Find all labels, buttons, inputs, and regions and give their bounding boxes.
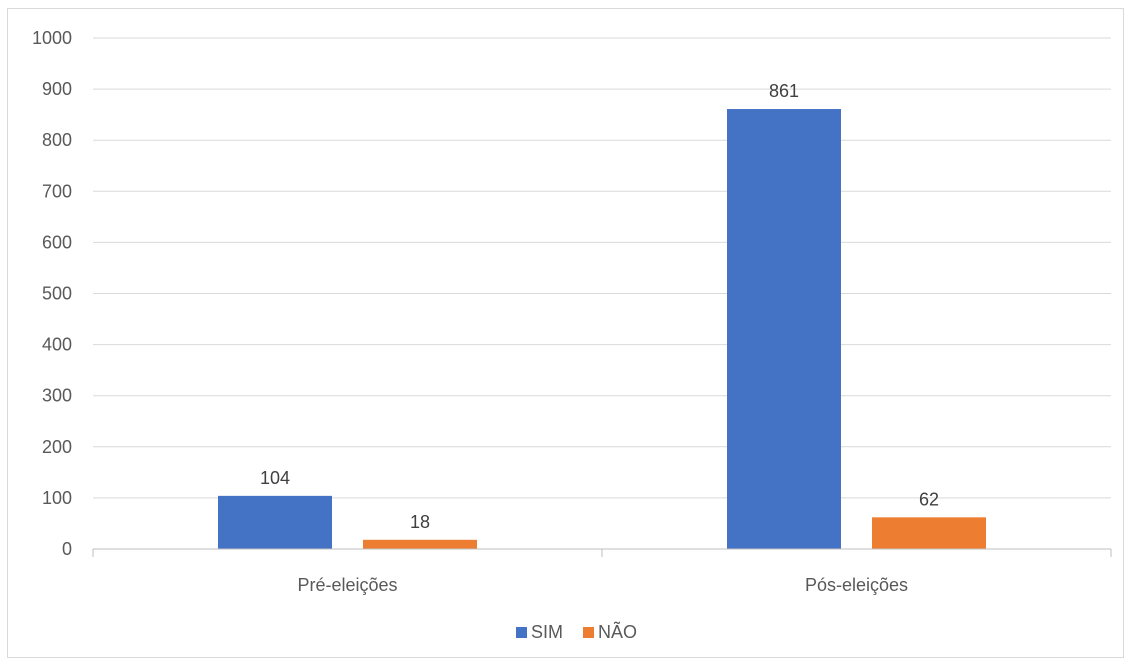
- bar-não-1: [872, 517, 986, 549]
- bar-sim-1: [727, 109, 841, 550]
- y-tick-label: 0: [62, 539, 72, 559]
- y-tick-label: 500: [42, 284, 72, 304]
- y-tick-label: 900: [42, 79, 72, 99]
- y-tick-label: 100: [42, 488, 72, 508]
- bar-não-0: [363, 539, 477, 549]
- legend-swatch-sim: [516, 627, 527, 638]
- gridlines: [93, 37, 1111, 499]
- chart-frame: [7, 8, 1124, 658]
- bar-sim-0: [218, 495, 332, 549]
- y-tick-label: 600: [42, 232, 72, 252]
- data-label: 104: [260, 468, 290, 488]
- legend-label: NÃO: [598, 621, 637, 642]
- bars: [218, 109, 986, 550]
- legend-swatch-não: [583, 627, 594, 638]
- y-tick-label: 300: [42, 386, 72, 406]
- y-tick-label: 400: [42, 335, 72, 355]
- y-tick-label: 700: [42, 181, 72, 201]
- data-label: 861: [769, 81, 799, 101]
- legend: SIM NÃO: [516, 621, 637, 642]
- data-label: 62: [919, 489, 939, 509]
- data-label: 18: [410, 512, 430, 532]
- x-category-label: Pré-eleições: [297, 575, 397, 595]
- x-category-label: Pós-eleições: [805, 575, 908, 595]
- y-tick-label: 800: [42, 130, 72, 150]
- y-tick-label: 200: [42, 437, 72, 457]
- y-axis-ticks: 0 100 200 300 400 500 600 700 800 900 1000: [32, 28, 72, 559]
- legend-label: SIM: [531, 622, 563, 642]
- y-tick-label: 1000: [32, 28, 72, 48]
- x-axis: Pré-eleições Pós-eleições: [92, 548, 1112, 595]
- data-labels: 104 18 861 62: [260, 81, 939, 532]
